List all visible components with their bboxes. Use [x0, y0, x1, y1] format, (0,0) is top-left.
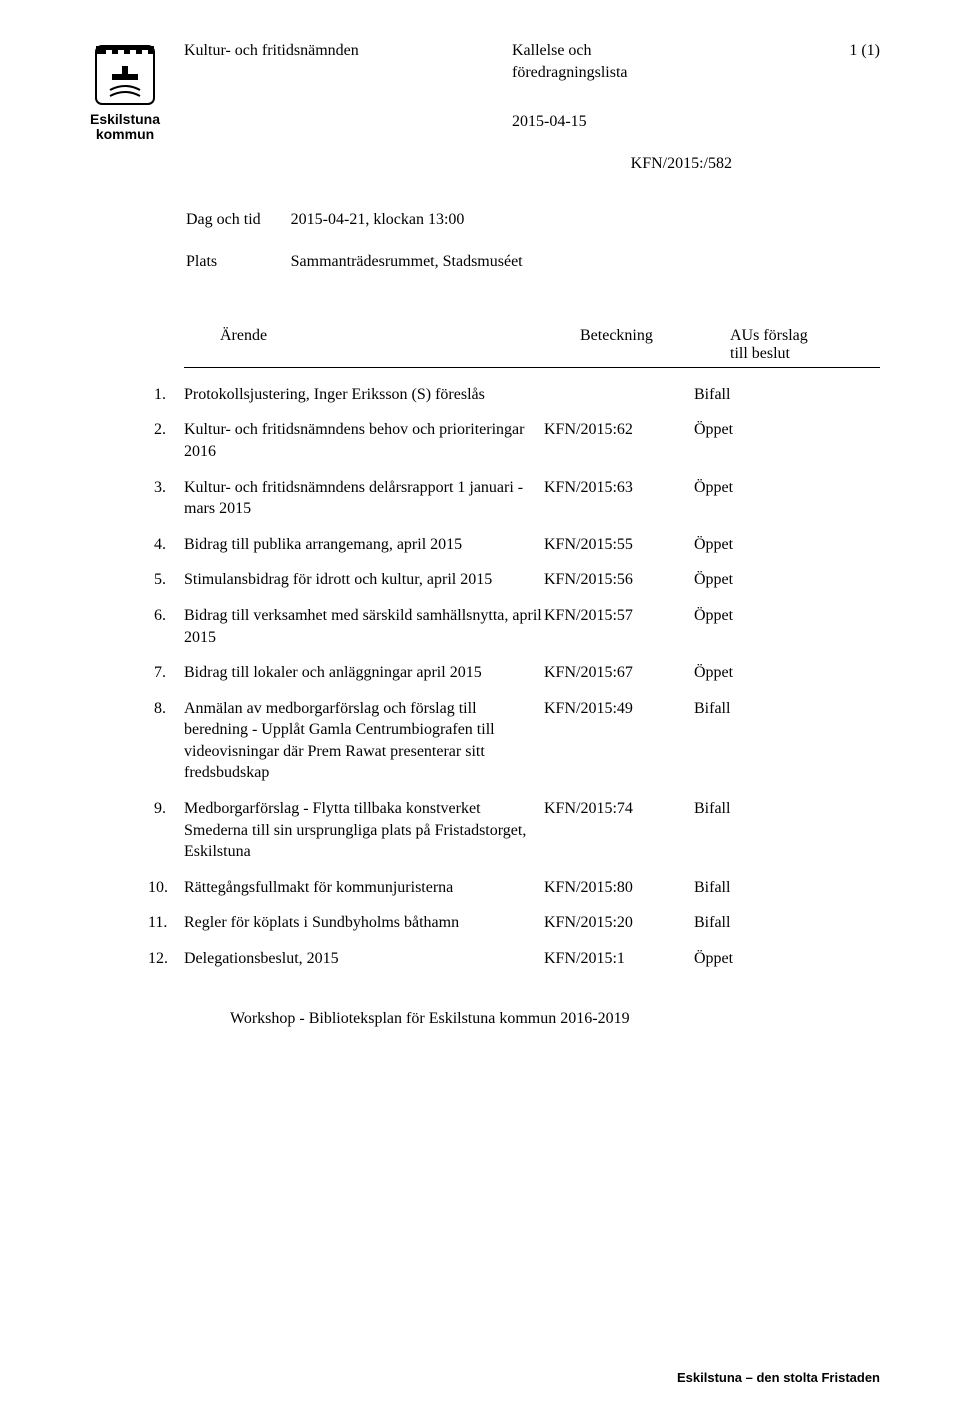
item-reference: KFN/2015:49: [544, 698, 694, 720]
item-number: 1.: [148, 384, 184, 406]
item-number: 12.: [148, 948, 184, 970]
col-arende: Ärende: [220, 327, 580, 363]
agenda-item: 3.Kultur- och fritidsnämndens delårsrapp…: [148, 477, 880, 520]
item-title: Anmälan av medborgarförslag och förslag …: [184, 698, 544, 784]
item-title: Kultur- och fritidsnämndens delårsrappor…: [184, 477, 544, 520]
item-title: Medborgarförslag - Flytta tillbaka konst…: [184, 798, 544, 863]
agenda-item: 4.Bidrag till publika arrangemang, april…: [148, 534, 880, 556]
agenda-item: 7.Bidrag till lokaler och anläggningar a…: [148, 662, 880, 684]
item-reference: KFN/2015:55: [544, 534, 694, 556]
item-decision: Bifall: [694, 912, 880, 934]
agenda-item: 11.Regler för köplats i Sundbyholms båth…: [148, 912, 880, 934]
col-forslag-line2: till beslut: [730, 345, 880, 363]
agenda-item: 1.Protokollsjustering, Inger Eriksson (S…: [148, 384, 880, 406]
dag-label: Dag och tid: [186, 206, 289, 233]
plats-label: Plats: [186, 248, 289, 275]
committee-name: Kultur- och fritidsnämnden: [184, 40, 444, 62]
agenda-header-row: Ärende Beteckning AUs förslag till beslu…: [184, 327, 880, 368]
item-number: 5.: [148, 569, 184, 591]
col-forslag-line1: AUs förslag: [730, 327, 880, 345]
item-number: 8.: [148, 698, 184, 720]
item-title: Delegationsbeslut, 2015: [184, 948, 544, 970]
logo-text-line1: Eskilstuna: [90, 112, 160, 127]
footer-tagline: Eskilstuna – den stolta Fristaden: [677, 1370, 880, 1385]
item-reference: KFN/2015:1: [544, 948, 694, 970]
item-number: 11.: [148, 912, 184, 934]
item-reference: KFN/2015:56: [544, 569, 694, 591]
item-reference: KFN/2015:57: [544, 605, 694, 627]
document-reference: KFN/2015:/582: [512, 153, 732, 175]
item-number: 10.: [148, 877, 184, 899]
item-number: 9.: [148, 798, 184, 820]
item-title: Stimulansbidrag för idrott och kultur, a…: [184, 569, 544, 591]
item-decision: Öppet: [694, 477, 880, 499]
dag-value: 2015-04-21, klockan 13:00: [291, 206, 551, 233]
item-title: Kultur- och fritidsnämndens behov och pr…: [184, 419, 544, 462]
item-decision: Bifall: [694, 698, 880, 720]
item-reference: KFN/2015:62: [544, 419, 694, 441]
doc-type-line1: Kallelse och: [512, 40, 732, 62]
agenda-item: 8.Anmälan av medborgarförslag och försla…: [148, 698, 880, 784]
municipality-logo: Eskilstuna kommun: [80, 40, 170, 141]
item-number: 7.: [148, 662, 184, 684]
document-header: Eskilstuna kommun Kultur- och fritidsnäm…: [80, 40, 880, 174]
agenda-item: 2.Kultur- och fritidsnämndens behov och …: [148, 419, 880, 462]
crest-icon: [90, 40, 160, 110]
item-title: Bidrag till publika arrangemang, april 2…: [184, 534, 544, 556]
item-decision: Öppet: [694, 662, 880, 684]
item-title: Regler för köplats i Sundbyholms båthamn: [184, 912, 544, 934]
item-decision: Bifall: [694, 798, 880, 820]
item-decision: Öppet: [694, 569, 880, 591]
item-decision: Öppet: [694, 419, 880, 441]
item-title: Protokollsjustering, Inger Eriksson (S) …: [184, 384, 544, 406]
item-reference: KFN/2015:67: [544, 662, 694, 684]
item-number: 4.: [148, 534, 184, 556]
item-title: Rättegångsfullmakt för kommunjuristerna: [184, 877, 544, 899]
item-reference: KFN/2015:80: [544, 877, 694, 899]
agenda-item: 12.Delegationsbeslut, 2015KFN/2015:1Öppe…: [148, 948, 880, 970]
item-decision: Bifall: [694, 384, 880, 406]
agenda-item: 9.Medborgarförslag - Flytta tillbaka kon…: [148, 798, 880, 863]
item-number: 2.: [148, 419, 184, 441]
col-beteckning: Beteckning: [580, 327, 730, 363]
item-title: Bidrag till verksamhet med särskild samh…: [184, 605, 544, 648]
item-reference: KFN/2015:20: [544, 912, 694, 934]
agenda-list: 1.Protokollsjustering, Inger Eriksson (S…: [148, 384, 880, 970]
workshop-note: Workshop - Biblioteksplan för Eskilstuna…: [230, 1010, 880, 1028]
item-decision: Öppet: [694, 605, 880, 627]
item-decision: Öppet: [694, 534, 880, 556]
item-number: 6.: [148, 605, 184, 627]
agenda-item: 6.Bidrag till verksamhet med särskild sa…: [148, 605, 880, 648]
document-date: 2015-04-15: [512, 111, 732, 133]
agenda-item: 5.Stimulansbidrag för idrott och kultur,…: [148, 569, 880, 591]
item-number: 3.: [148, 477, 184, 499]
item-decision: Bifall: [694, 877, 880, 899]
item-decision: Öppet: [694, 948, 880, 970]
plats-value: Sammanträdesrummet, Stadsmuséet: [291, 248, 551, 275]
item-reference: KFN/2015:63: [544, 477, 694, 499]
logo-text-line2: kommun: [90, 127, 160, 142]
item-title: Bidrag till lokaler och anläggningar apr…: [184, 662, 544, 684]
item-reference: KFN/2015:74: [544, 798, 694, 820]
meeting-details: Dag och tid 2015-04-21, klockan 13:00 Pl…: [184, 204, 880, 276]
doc-type-line2: föredragningslista: [512, 62, 732, 84]
agenda-item: 10.Rättegångsfullmakt för kommunjurister…: [148, 877, 880, 899]
page-indicator: 1 (1): [800, 40, 880, 62]
